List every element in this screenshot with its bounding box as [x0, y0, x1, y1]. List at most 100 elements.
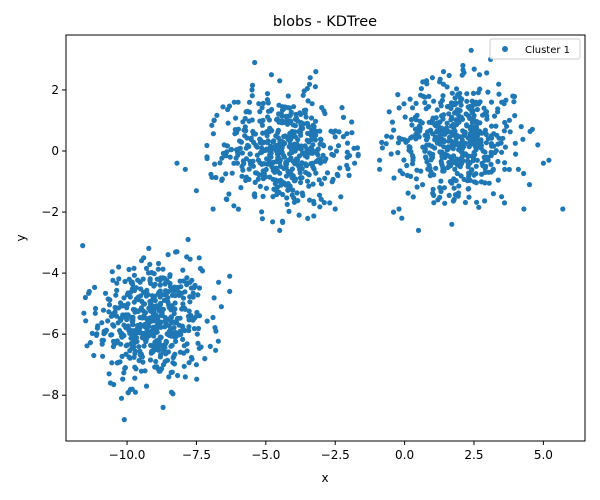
scatter-point — [439, 125, 445, 131]
scatter-point — [147, 261, 153, 267]
scatter-point — [109, 269, 115, 275]
scatter-point — [499, 149, 505, 155]
scatter-point — [220, 104, 226, 110]
scatter-point — [273, 142, 279, 149]
scatter-point — [318, 181, 325, 187]
scatter-point — [163, 339, 170, 345]
scatter-point — [426, 119, 432, 125]
scatter-point — [464, 122, 470, 128]
scatter-point — [281, 165, 287, 171]
scatter-point — [242, 133, 248, 139]
scatter-point — [453, 86, 460, 92]
scatter-point — [281, 152, 287, 159]
scatter-point — [477, 99, 483, 105]
scatter-point — [136, 344, 142, 350]
scatter-point — [182, 289, 188, 295]
scatter-point — [132, 375, 138, 381]
scatter-point — [466, 173, 472, 179]
scatter-point — [254, 152, 260, 158]
scatter-point — [446, 164, 452, 170]
scatter-point — [283, 113, 289, 119]
scatter-point — [388, 151, 394, 157]
scatter-point — [444, 104, 450, 110]
scatter-point — [409, 122, 415, 128]
scatter-point — [433, 165, 439, 171]
scatter-point — [499, 99, 505, 105]
scatter-point — [299, 165, 305, 172]
scatter-point — [298, 111, 304, 117]
scatter-point — [180, 267, 186, 273]
scatter-point — [127, 330, 133, 336]
scatter-point — [424, 81, 430, 87]
scatter-point — [195, 325, 202, 332]
scatter-point — [277, 227, 283, 233]
scatter-point — [511, 99, 517, 105]
scatter-point — [131, 299, 137, 305]
scatter-point — [248, 136, 254, 143]
scatter-point — [289, 148, 295, 154]
scatter-point — [320, 142, 326, 149]
scatter-point — [143, 265, 150, 271]
scatter-point — [451, 185, 457, 191]
scatter-point — [415, 227, 422, 233]
scatter-point — [213, 328, 219, 334]
scatter-point — [471, 66, 477, 72]
y-tick-label: −2 — [41, 205, 59, 219]
scatter-point — [486, 180, 492, 186]
scatter-point — [345, 166, 351, 172]
scatter-point — [461, 176, 467, 182]
scatter-point — [125, 390, 131, 396]
scatter-point — [109, 360, 115, 366]
scatter-point — [273, 187, 279, 193]
scatter-point — [395, 92, 401, 98]
scatter-point — [127, 355, 133, 361]
scatter-point — [432, 137, 438, 143]
scatter-point — [119, 334, 125, 340]
scatter-point — [279, 145, 285, 151]
scatter-point — [481, 154, 487, 160]
scatter-point — [169, 303, 175, 309]
scatter-point — [215, 338, 221, 344]
scatter-point — [168, 343, 174, 349]
scatter-point — [453, 109, 459, 115]
scatter-point — [377, 166, 383, 172]
scatter-point — [144, 287, 150, 293]
scatter-point — [263, 185, 269, 191]
scatter-point — [466, 194, 472, 200]
scatter-point — [106, 309, 112, 315]
scatter-point — [284, 201, 290, 207]
scatter-point — [223, 171, 229, 177]
scatter-point — [464, 98, 470, 104]
scatter-point — [276, 102, 282, 108]
scatter-point — [501, 200, 508, 206]
scatter-point — [223, 153, 229, 159]
x-tick-label: 2.5 — [464, 448, 483, 462]
scatter-point — [178, 284, 184, 290]
scatter-point — [142, 324, 148, 330]
scatter-point — [235, 99, 241, 105]
scatter-point — [138, 353, 144, 359]
scatter-point — [444, 125, 450, 131]
scatter-point — [284, 195, 290, 201]
scatter-point — [483, 140, 489, 146]
scatter-point — [87, 340, 93, 346]
scatter-point — [405, 190, 411, 196]
scatter-point — [313, 158, 319, 165]
scatter-point — [316, 192, 323, 198]
scatter-point — [479, 160, 485, 166]
scatter-point — [335, 143, 342, 149]
scatter-point — [162, 314, 168, 321]
scatter-point — [180, 301, 186, 307]
scatter-point — [456, 119, 462, 125]
scatter-point — [482, 180, 488, 186]
scatter-point — [401, 101, 407, 107]
scatter-point — [488, 161, 494, 167]
scatter-point — [294, 157, 301, 163]
scatter-point — [193, 362, 199, 368]
scatter-point — [472, 152, 478, 158]
scatter-point — [379, 139, 385, 145]
scatter-point — [288, 109, 294, 115]
scatter-point — [155, 260, 162, 267]
scatter-point — [110, 338, 117, 344]
scatter-point — [145, 292, 151, 298]
